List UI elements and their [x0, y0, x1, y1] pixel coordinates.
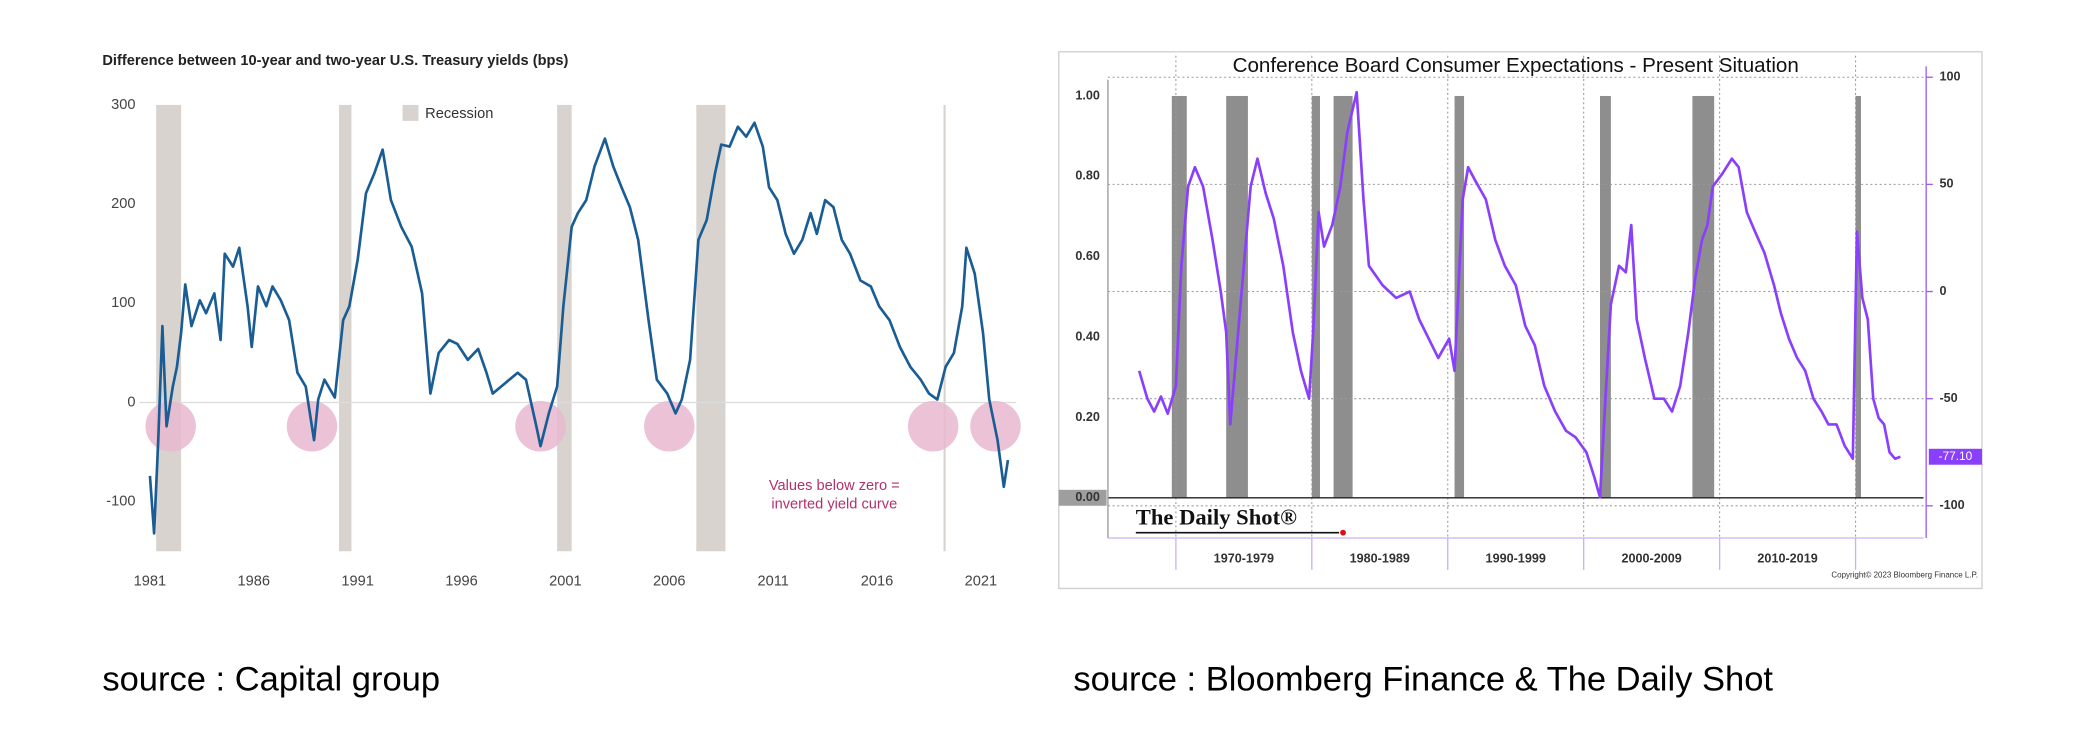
recession-band: [338, 104, 352, 552]
x-tick-label: 1991: [341, 574, 374, 590]
y-tick-label: 0.40: [1075, 329, 1100, 343]
value-label-box: [1928, 448, 1982, 465]
y-tick-label: 0.00: [1075, 490, 1100, 504]
x-tick-label: 2011: [757, 574, 788, 590]
chart-title: Difference between 10-year and two-year …: [102, 53, 568, 69]
annotation: Values below zero =: [769, 478, 900, 494]
y-tick-label: 100: [111, 295, 135, 311]
value-label: -77.10: [1938, 449, 1972, 463]
recession-bar: [1692, 95, 1715, 498]
y-tick-label: 0.80: [1075, 169, 1100, 183]
recession-band: [156, 104, 182, 552]
recession-band: [943, 104, 946, 552]
x-tick-label: 2021: [965, 574, 998, 590]
y-tick-label: 300: [111, 97, 135, 113]
x-tick-label: 2001: [549, 574, 582, 590]
y2-tick-label: 50: [1939, 177, 1953, 191]
x-tick-label: 1981: [134, 574, 167, 590]
y-tick-label: 0.20: [1075, 410, 1100, 424]
copyright: Copyright© 2023 Bloomberg Finance L.P.: [1831, 570, 1978, 579]
x-period-label: 1980-1989: [1350, 552, 1410, 566]
recession-band: [696, 104, 726, 552]
source-caption: source : Capital group: [102, 661, 440, 699]
y-tick-label: 0.60: [1075, 249, 1100, 263]
x-tick-label: 2006: [653, 574, 686, 590]
y-tick-label: 200: [111, 196, 135, 212]
x-period-label: 1990-1999: [1486, 552, 1546, 566]
y-tick-highlight: [1058, 489, 1107, 506]
x-period-label: 2010-2019: [1757, 552, 1817, 566]
recession-bar: [1226, 95, 1248, 498]
inversion-marker: [907, 401, 959, 452]
legend-swatch: [402, 104, 419, 121]
y2-tick-label: -100: [1939, 498, 1964, 512]
x-tick-label: 1986: [238, 574, 271, 590]
y-tick-label: -100: [106, 494, 135, 510]
x-period-label: 1970-1979: [1214, 552, 1274, 566]
y2-tick-label: -50: [1939, 391, 1957, 405]
legend-label: Recession: [425, 106, 493, 122]
recession-bar: [1599, 95, 1611, 498]
logo: The Daily Shot®: [1136, 505, 1297, 530]
chart-frame: [1058, 51, 1983, 590]
yield-spread-line: [148, 121, 1010, 535]
logo-dot: [1340, 529, 1346, 536]
inversion-marker: [644, 401, 695, 452]
y2-tick-label: 100: [1939, 70, 1960, 84]
recession-bar: [1855, 95, 1861, 498]
x-period-label: 2000-2009: [1621, 552, 1681, 566]
y-tick-label: 1.00: [1075, 88, 1100, 102]
recession-band: [557, 104, 572, 552]
expectations-line: [1137, 90, 1901, 499]
inversion-marker: [515, 401, 566, 452]
y-tick-label: 0: [127, 394, 135, 410]
source-caption: source : Bloomberg Finance & The Daily S…: [1073, 661, 1773, 699]
y2-tick-label: 0: [1939, 284, 1946, 298]
annotation: inverted yield curve: [771, 497, 897, 513]
x-tick-label: 2016: [861, 574, 894, 590]
inversion-marker: [145, 401, 196, 452]
chart-title: Conference Board Consumer Expectations -…: [1233, 54, 1799, 77]
x-tick-label: 1996: [445, 574, 478, 590]
